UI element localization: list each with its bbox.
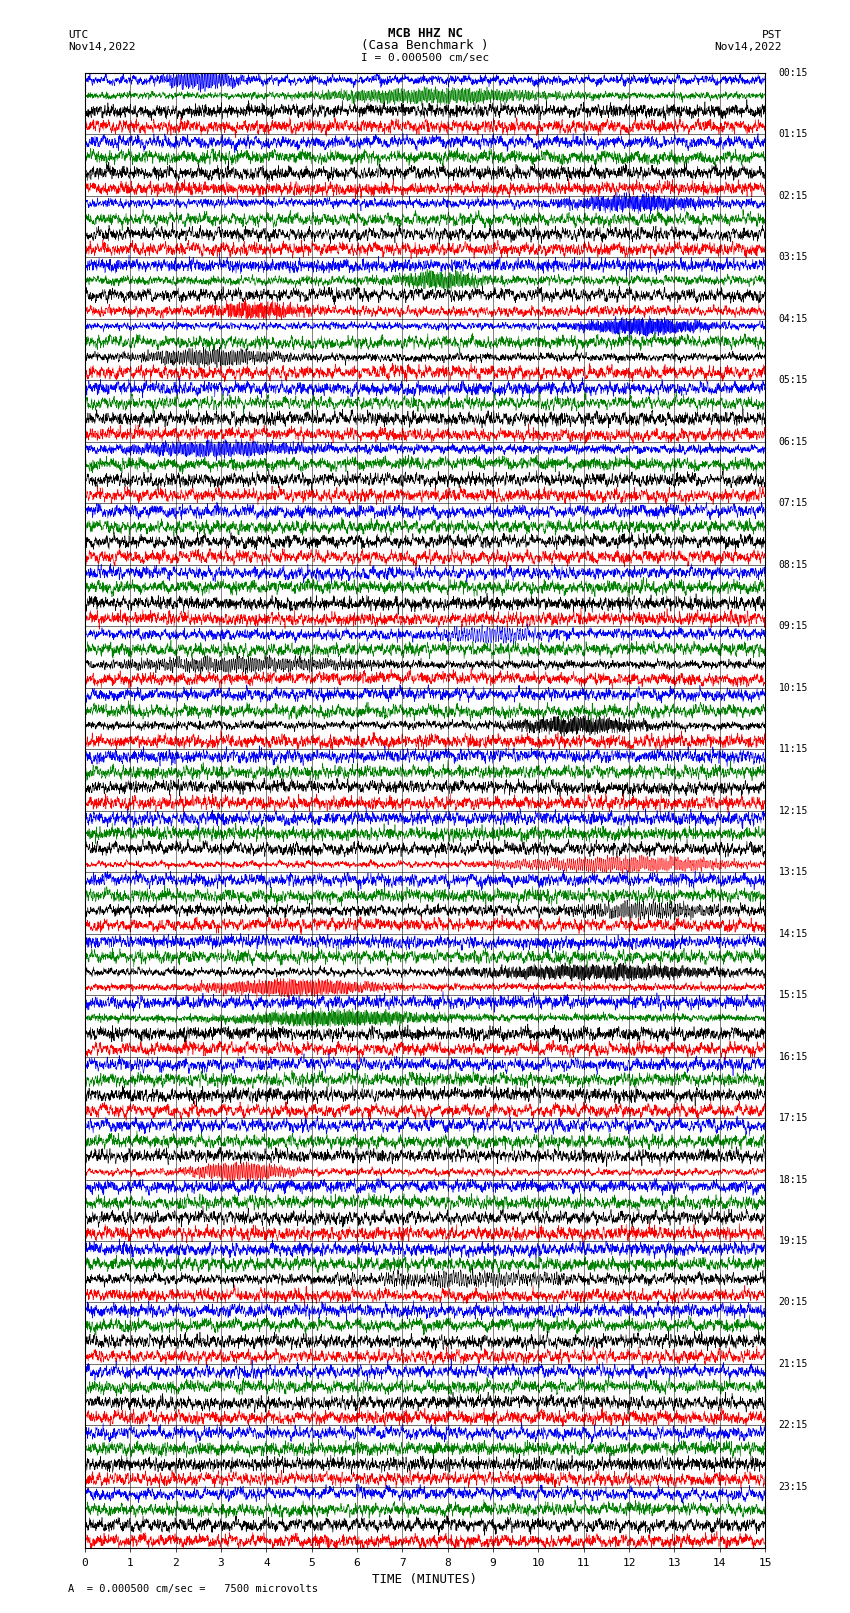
Text: UTC: UTC: [68, 31, 88, 40]
X-axis label: TIME (MINUTES): TIME (MINUTES): [372, 1573, 478, 1586]
Text: 00:15: 00:15: [779, 68, 808, 77]
Text: 15:15: 15:15: [779, 990, 808, 1000]
Text: 06:15: 06:15: [779, 437, 808, 447]
Text: PST: PST: [762, 31, 782, 40]
Text: I = 0.000500 cm/sec: I = 0.000500 cm/sec: [361, 53, 489, 63]
Text: 03:15: 03:15: [779, 252, 808, 261]
Text: 16:15: 16:15: [779, 1052, 808, 1061]
Text: 22:15: 22:15: [779, 1421, 808, 1431]
Text: 07:15: 07:15: [779, 498, 808, 508]
Text: 14:15: 14:15: [779, 929, 808, 939]
Text: 02:15: 02:15: [779, 190, 808, 200]
Text: 21:15: 21:15: [779, 1360, 808, 1369]
Text: 01:15: 01:15: [779, 129, 808, 139]
Text: 09:15: 09:15: [779, 621, 808, 631]
Text: 13:15: 13:15: [779, 868, 808, 877]
Text: 04:15: 04:15: [779, 313, 808, 324]
Text: 12:15: 12:15: [779, 805, 808, 816]
Text: 08:15: 08:15: [779, 560, 808, 569]
Text: 10:15: 10:15: [779, 682, 808, 692]
Text: 18:15: 18:15: [779, 1174, 808, 1184]
Text: 19:15: 19:15: [779, 1236, 808, 1245]
Text: (Casa Benchmark ): (Casa Benchmark ): [361, 39, 489, 52]
Text: 17:15: 17:15: [779, 1113, 808, 1123]
Text: MCB HHZ NC: MCB HHZ NC: [388, 27, 462, 40]
Text: Nov14,2022: Nov14,2022: [715, 42, 782, 52]
Text: 11:15: 11:15: [779, 744, 808, 753]
Text: A  = 0.000500 cm/sec =   7500 microvolts: A = 0.000500 cm/sec = 7500 microvolts: [68, 1584, 318, 1594]
Text: 23:15: 23:15: [779, 1482, 808, 1492]
Text: 20:15: 20:15: [779, 1297, 808, 1308]
Text: 05:15: 05:15: [779, 376, 808, 386]
Text: Nov14,2022: Nov14,2022: [68, 42, 135, 52]
